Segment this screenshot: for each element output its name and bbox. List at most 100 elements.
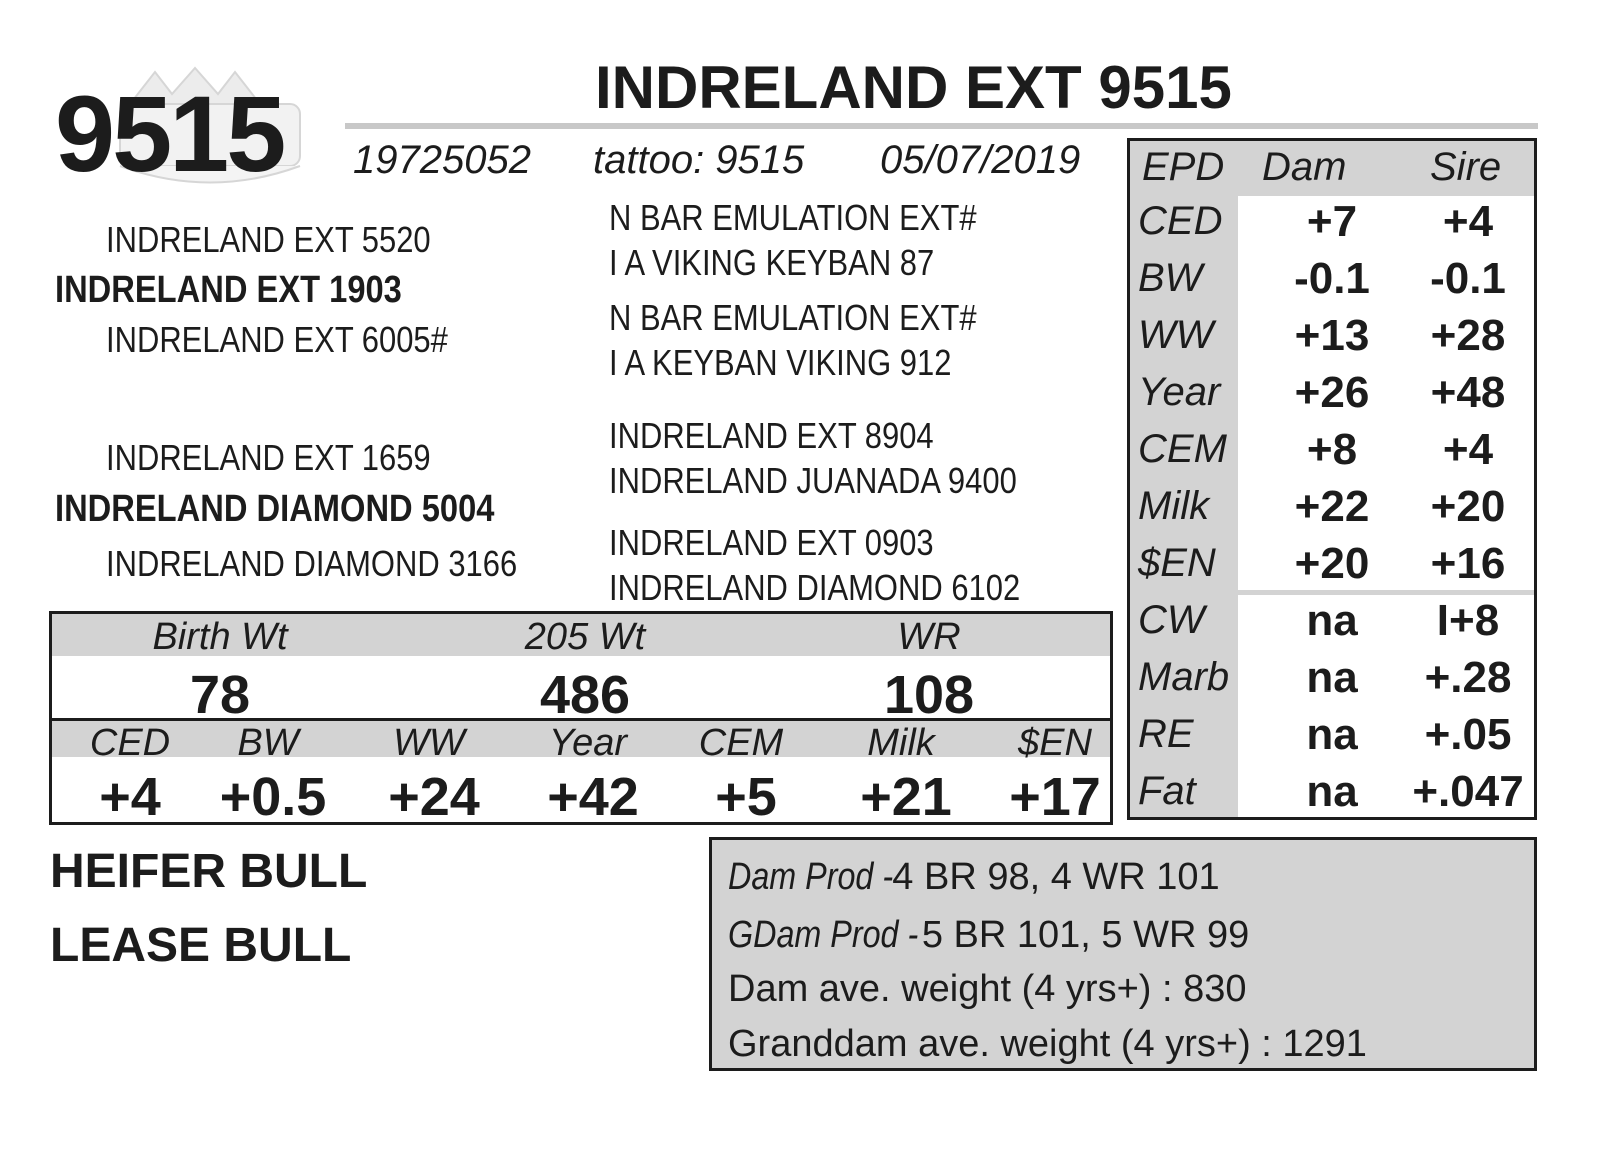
pedigree-dam-sire-sire: INDRELAND EXT 8904 (609, 415, 934, 456)
pedigree-sire-sire-dam: I A VIKING KEYBAN 87 (609, 242, 935, 283)
pedigree-dam-dam-dam: INDRELAND DIAMOND 6102 (609, 567, 1021, 608)
tattoo: tattoo: 9515 (593, 138, 805, 182)
epd-sire-value: +48 (1430, 368, 1506, 417)
pedigree-dam-sire: INDRELAND EXT 1659 (106, 437, 431, 478)
bull-epd-label-en: $EN (1018, 722, 1092, 764)
epd-divider (1238, 590, 1534, 595)
wr-label: WR (897, 616, 961, 658)
bull-epd-value-ced: +4 (99, 767, 161, 827)
epd-row-label: RE (1138, 712, 1194, 756)
gdam-prod-label: GDam Prod - (728, 914, 919, 956)
epd-sire-value: +16 (1430, 539, 1506, 588)
epd-row-label: Fat (1138, 769, 1196, 813)
epd-row-ww: WW +13 +28 (1130, 307, 1534, 364)
pedigree-sire-dam-sire: N BAR EMULATION EXT# (609, 297, 977, 338)
epd-sire-value: +20 (1430, 482, 1506, 531)
epd-dam-value: na (1306, 710, 1358, 759)
pedigree-sire-sire-sire: N BAR EMULATION EXT# (609, 197, 977, 238)
lot-number: 9515 (55, 73, 286, 194)
dam-prod-label: Dam Prod - (728, 856, 894, 898)
performance-stats-box: Birth Wt 205 Wt WR 78 486 108 CED BW WW … (49, 611, 1113, 827)
pedigree-dam-sire-dam: INDRELAND JUANADA 9400 (609, 460, 1017, 501)
epd-row-year: Year +26 +48 (1130, 364, 1534, 421)
epd-sire-value: +28 (1430, 311, 1506, 360)
bull-epd-value-milk: +21 (860, 767, 952, 827)
epd-row-label: BW (1138, 256, 1203, 300)
birth-date: 05/07/2019 (880, 138, 1081, 182)
epd-row-label: $EN (1138, 541, 1216, 585)
205-wt-value: 486 (539, 665, 631, 725)
epd-sire-value: -0.1 (1430, 254, 1506, 303)
epd-dam-value: +26 (1294, 368, 1370, 417)
pedigree-dam: INDRELAND DIAMOND 5004 (55, 488, 495, 530)
epd-dam-value: +13 (1294, 311, 1370, 360)
epd-dam-value: +7 (1306, 197, 1358, 246)
epd-row-fat: Fat na +.047 (1130, 763, 1534, 820)
birth-wt-label: Birth Wt (152, 616, 288, 658)
205-wt-label: 205 Wt (524, 616, 646, 658)
epd-row-cw: CW na I+8 (1130, 592, 1534, 649)
epd-dam-value: na (1306, 596, 1358, 645)
gdam-prod-value: 5 BR 101, 5 WR 99 (921, 914, 1250, 956)
epd-sire-value: +4 (1442, 425, 1494, 474)
epd-row-cem: CEM +8 +4 (1130, 421, 1534, 478)
epd-row-label: WW (1138, 313, 1214, 357)
epd-dam-value: +20 (1294, 539, 1370, 588)
birth-wt-value: 78 (189, 665, 251, 725)
dam-prod-value: 4 BR 98, 4 WR 101 (892, 856, 1220, 898)
wr-value: 108 (883, 665, 975, 725)
epd-sire-value: +.05 (1424, 710, 1512, 759)
epd-row-label: CW (1138, 598, 1205, 642)
pedigree-sire-sire: INDRELAND EXT 5520 (106, 219, 431, 260)
epd-row-milk: Milk +22 +20 (1130, 478, 1534, 535)
bull-name-title: INDRELAND EXT 9515 (595, 54, 1232, 121)
bull-epd-label-ww: WW (393, 722, 465, 764)
epd-row-re: RE na +.05 (1130, 706, 1534, 763)
pedigree-sire-dam-dam: I A KEYBAN VIKING 912 (609, 342, 952, 383)
bull-epd-value-cem: +5 (715, 767, 777, 827)
epd-row-ced: CED +7 +4 (1130, 193, 1534, 250)
epd-row-label: CEM (1138, 427, 1227, 471)
pedigree-dam-dam: INDRELAND DIAMOND 3166 (106, 543, 518, 584)
title-rule (345, 123, 1538, 129)
bull-epd-label-cem: CEM (698, 722, 784, 764)
epd-row-label: Year (1138, 370, 1221, 414)
gdam-prod-line: GDam Prod - 5 BR 101, 5 WR 99 (728, 916, 1249, 954)
epd-dam-value: na (1306, 653, 1358, 702)
bull-epd-label-milk: Milk (867, 722, 935, 764)
epd-header-epd: EPD (1142, 145, 1225, 189)
status-lease-bull: LEASE BULL (50, 919, 352, 972)
epd-row-label: Milk (1138, 484, 1210, 528)
epd-dam-value: +22 (1294, 482, 1370, 531)
bull-epd-label-bw: BW (237, 722, 299, 764)
pedigree-sire: INDRELAND EXT 1903 (55, 269, 402, 311)
production-box: Dam Prod - 4 BR 98, 4 WR 101 GDam Prod -… (709, 837, 1537, 1071)
dam-prod-line: Dam Prod - 4 BR 98, 4 WR 101 (728, 858, 1220, 896)
epd-row-marb: Marb na +.28 (1130, 649, 1534, 706)
epd-sire-value: +.047 (1412, 767, 1524, 816)
ranch-logo-watermark (119, 66, 301, 184)
epd-row-bw: BW -0.1 -0.1 (1130, 250, 1534, 307)
pedigree-sire-dam: INDRELAND EXT 6005# (106, 319, 448, 360)
epd-sire-value: +.28 (1424, 653, 1512, 702)
epd-row-label: Marb (1138, 655, 1230, 699)
pedigree-dam-dam-sire: INDRELAND EXT 0903 (609, 522, 934, 563)
bull-epd-value-ww: +24 (388, 767, 480, 827)
epd-header-sire: Sire (1430, 145, 1502, 189)
epd-row-en: $EN +20 +16 (1130, 535, 1534, 592)
registration-number: 19725052 (353, 138, 531, 182)
bull-epd-value-year: +42 (547, 767, 639, 827)
bull-epd-value-en: +17 (1009, 767, 1101, 827)
epd-comparison-table: EPD Dam Sire CED +7 +4 BW -0.1 -0.1 WW +13 +28 Ye… (1127, 138, 1537, 820)
granddam-ave-weight: Granddam ave. weight (4 yrs+) : 1291 (728, 1023, 1367, 1065)
epd-dam-value: na (1306, 767, 1358, 816)
status-heifer-bull: HEIFER BULL (50, 845, 368, 898)
bull-epd-value-bw: +0.5 (219, 767, 327, 827)
epd-dam-value: -0.1 (1294, 254, 1370, 303)
epd-row-label: CED (1138, 199, 1223, 243)
epd-sire-value: +4 (1442, 197, 1494, 246)
epd-dam-value: +8 (1306, 425, 1358, 474)
bull-epd-label-year: Year (548, 722, 628, 764)
epd-sire-value: I+8 (1436, 596, 1500, 645)
dam-ave-weight: Dam ave. weight (4 yrs+) : 830 (728, 968, 1247, 1010)
